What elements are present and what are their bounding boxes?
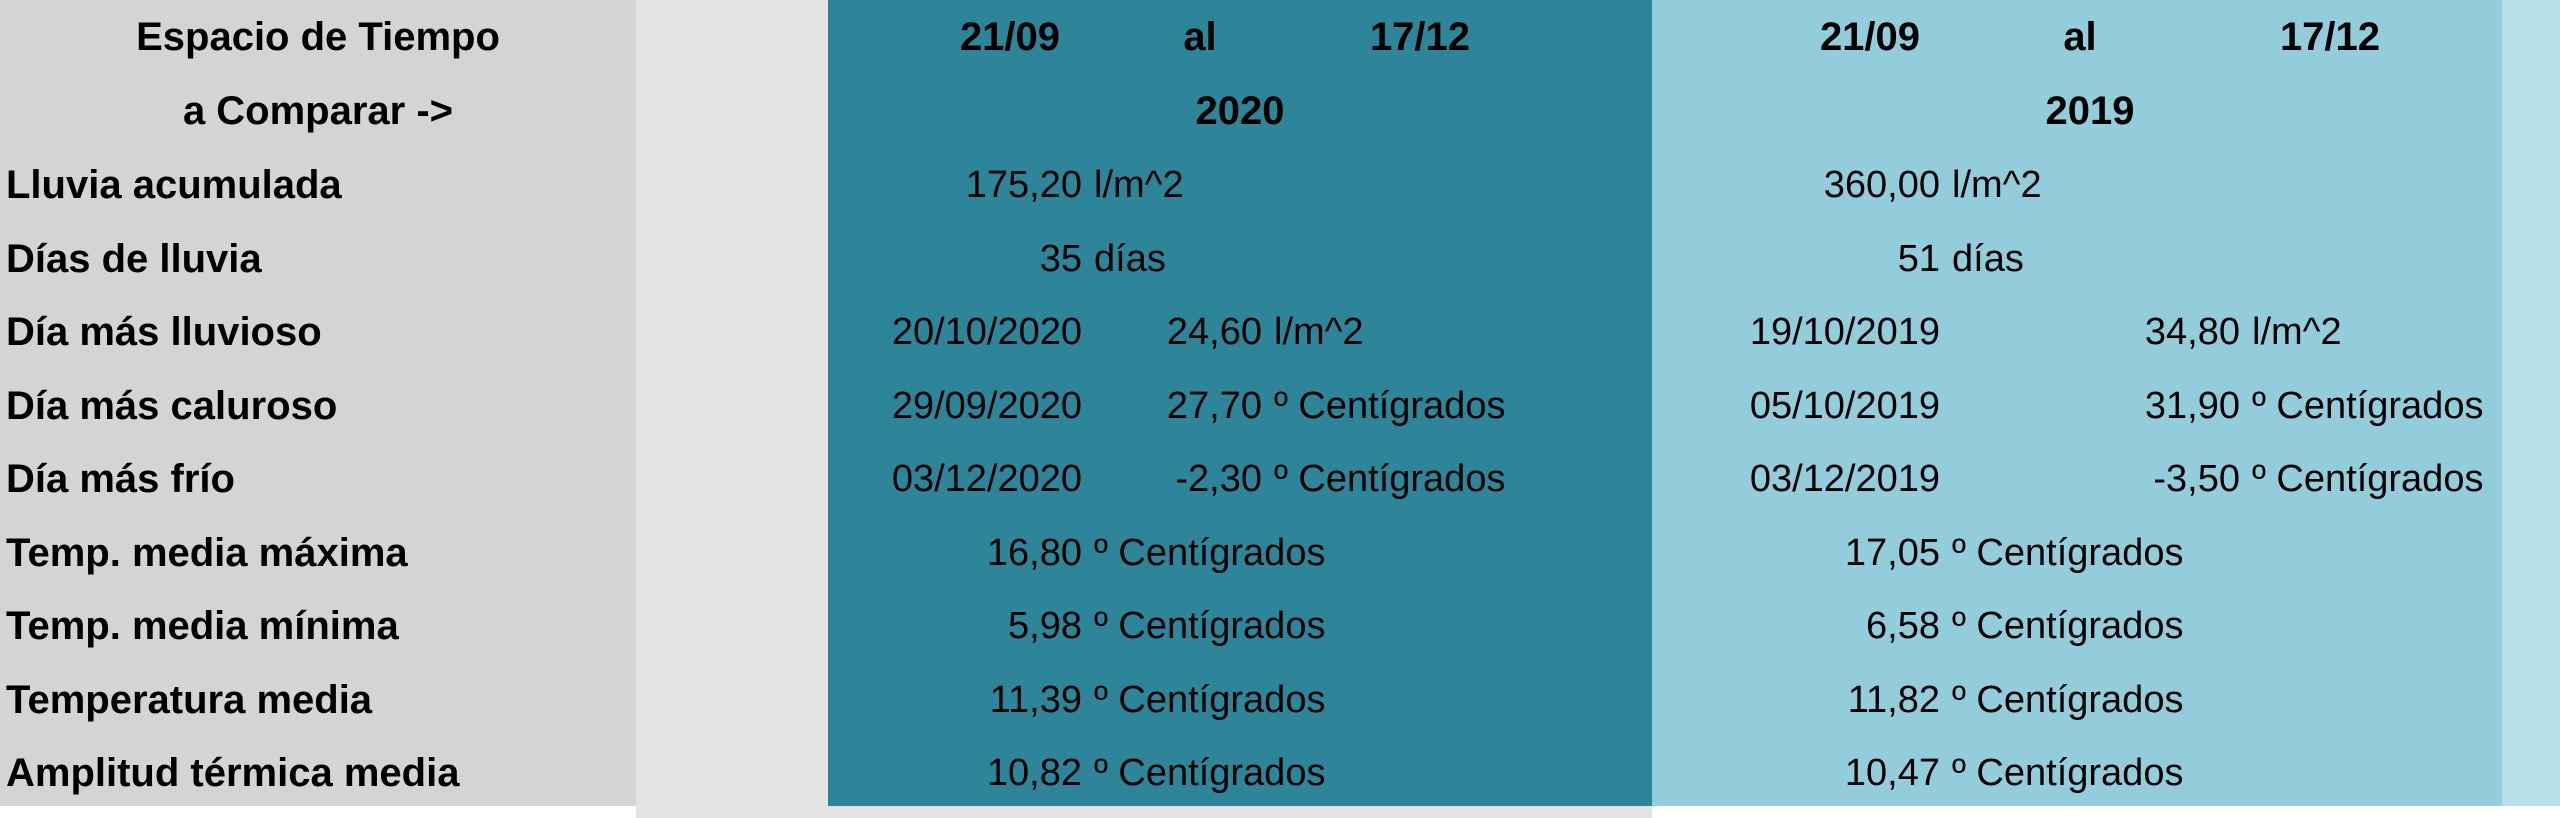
p1-date: 20/10/2020 (891, 311, 1082, 353)
p2-value: 51 (1897, 237, 1940, 280)
p1-unit: º Centígrados (1094, 678, 1326, 721)
p2-unit: l/m^2 (1952, 164, 2042, 206)
p1-value: 16,80 (986, 531, 1082, 574)
p1-unit: días (1094, 237, 1166, 280)
header-label-line1: Espacio de Tiempo (136, 15, 500, 59)
p2-value: 34,80 (2144, 311, 2240, 353)
row-label: Temp. media mínima (6, 604, 399, 648)
p2-value: 31,90 (2144, 384, 2240, 427)
period2-year: 2019 (2045, 89, 2135, 133)
row-label: Temp. media máxima (6, 530, 408, 575)
p1-value: 24,60 (1166, 311, 1262, 353)
p1-value: 5,98 (1008, 605, 1082, 647)
p1-date: 29/09/2020 (891, 384, 1082, 427)
p1-value: 27,70 (1166, 384, 1262, 427)
p2-unit: º Centígrados (1952, 678, 2184, 721)
header-label-line2: a Comparar -> (182, 89, 454, 133)
row-label: Día más frío (6, 457, 235, 501)
p2-unit: º Centígrados (1952, 605, 2184, 647)
row-label: Amplitud térmica media (6, 751, 460, 795)
row-label: Día más lluvioso (6, 310, 322, 354)
p2-value: 11,82 (1847, 678, 1940, 721)
p2-unit: l/m^2 (2252, 311, 2342, 353)
p1-value: -2,30 (1175, 458, 1262, 500)
p2-date: 03/12/2019 (1749, 458, 1940, 500)
period2-column-bg (1652, 0, 2502, 806)
gap-column-bg (636, 0, 828, 818)
period1-bottom-strip (828, 806, 1652, 818)
p1-unit: º Centígrados (1094, 605, 1326, 647)
p1-value: 35 (1039, 237, 1082, 280)
row-label: Temperatura media (6, 677, 373, 722)
p2-unit: días (1952, 237, 2024, 280)
period1-sep: al (1183, 15, 1217, 59)
label-column-bg (0, 0, 636, 806)
period1-to: 17/12 (1369, 15, 1471, 59)
p2-value: 360,00 (1823, 164, 1940, 206)
p1-unit: º Centígrados (1094, 752, 1326, 794)
p1-date: 03/12/2020 (891, 458, 1082, 500)
period1-column-bg (828, 0, 1652, 806)
p2-value: 10,47 (1844, 752, 1940, 794)
p2-date: 19/10/2019 (1749, 311, 1940, 353)
p1-unit: º Centígrados (1274, 384, 1506, 427)
p2-value: -3,50 (2153, 458, 2240, 500)
row-label: Día más caluroso (6, 383, 338, 428)
period2-to: 17/12 (2279, 15, 2381, 59)
p2-value: 6,58 (1866, 605, 1940, 647)
p1-unit: l/m^2 (1094, 164, 1184, 206)
p1-value: 11,39 (989, 678, 1082, 721)
p2-value: 17,05 (1844, 531, 1940, 574)
period1-from: 21/09 (959, 15, 1061, 59)
edge-column-bg (2502, 0, 2560, 806)
p1-value: 175,20 (965, 164, 1082, 206)
period2-from: 21/09 (1819, 15, 1921, 59)
period2-sep: al (2063, 15, 2097, 59)
period1-year: 2020 (1195, 89, 1285, 133)
p1-unit: º Centígrados (1094, 531, 1326, 574)
p1-unit: º Centígrados (1274, 458, 1506, 500)
p2-unit: º Centígrados (2252, 384, 2484, 427)
p2-date: 05/10/2019 (1749, 384, 1940, 427)
row-label: Lluvia acumulada (6, 163, 342, 207)
p1-value: 10,82 (986, 752, 1082, 794)
p2-unit: º Centígrados (2252, 458, 2484, 500)
p2-unit: º Centígrados (1952, 752, 2184, 794)
p2-unit: º Centígrados (1952, 531, 2184, 574)
row-label: Días de lluvia (6, 236, 262, 281)
p1-unit: l/m^2 (1274, 311, 1364, 353)
